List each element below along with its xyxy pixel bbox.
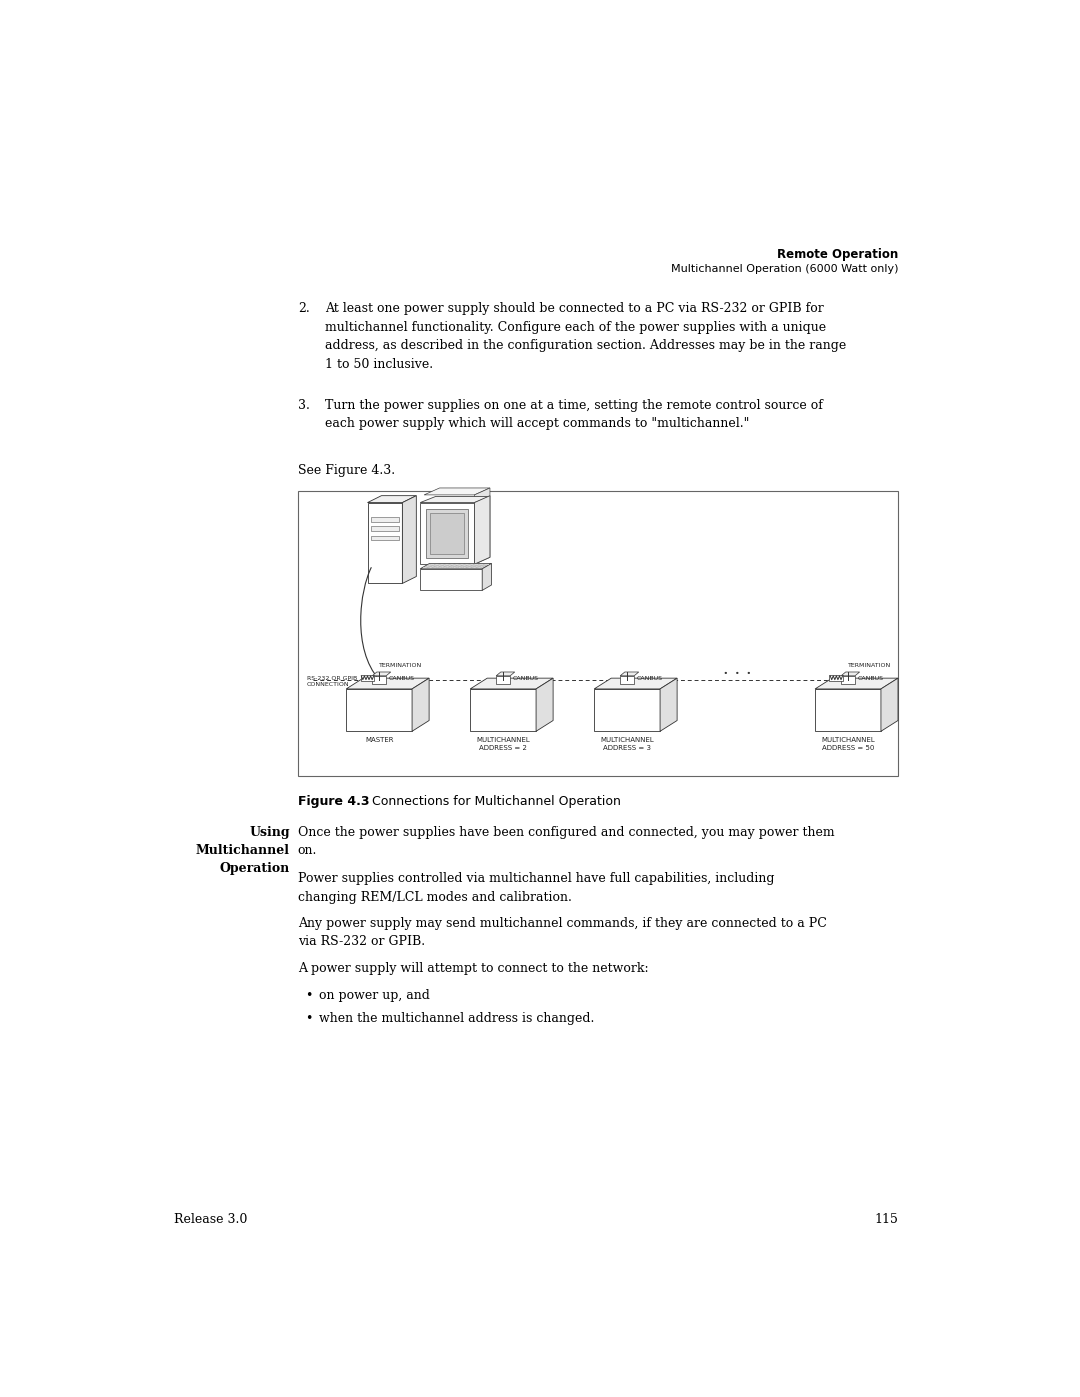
Text: Power supplies controlled via multichannel have full capabilities, including
cha: Power supplies controlled via multichann… bbox=[298, 872, 774, 904]
Text: RS-232 OR GPIB
CONNECTION: RS-232 OR GPIB CONNECTION bbox=[307, 676, 357, 687]
Polygon shape bbox=[470, 689, 536, 731]
Text: on power up, and: on power up, and bbox=[320, 989, 430, 1002]
Polygon shape bbox=[367, 496, 416, 503]
Text: A power supply will attempt to connect to the network:: A power supply will attempt to connect t… bbox=[298, 961, 648, 975]
Text: •: • bbox=[306, 1013, 313, 1025]
Text: Figure 4.3: Figure 4.3 bbox=[298, 795, 369, 809]
Text: MULTICHANNEL
ADDRESS = 3: MULTICHANNEL ADDRESS = 3 bbox=[600, 738, 654, 752]
Text: See Figure 4.3.: See Figure 4.3. bbox=[298, 464, 395, 478]
Polygon shape bbox=[430, 513, 464, 555]
Polygon shape bbox=[660, 678, 677, 731]
Text: Connections for Multichannel Operation: Connections for Multichannel Operation bbox=[364, 795, 621, 809]
Polygon shape bbox=[881, 678, 897, 731]
Polygon shape bbox=[420, 563, 491, 569]
Text: At least one power supply should be connected to a PC via RS-232 or GPIB for
mul: At least one power supply should be conn… bbox=[325, 302, 846, 370]
Polygon shape bbox=[594, 678, 677, 689]
Polygon shape bbox=[347, 678, 429, 689]
Text: TERMINATION: TERMINATION bbox=[379, 664, 422, 668]
Polygon shape bbox=[841, 676, 855, 683]
Polygon shape bbox=[403, 496, 416, 584]
Text: CANBUS: CANBUS bbox=[858, 676, 883, 680]
Text: MULTICHANNEL
ADDRESS = 50: MULTICHANNEL ADDRESS = 50 bbox=[821, 738, 875, 752]
Polygon shape bbox=[420, 569, 482, 591]
Polygon shape bbox=[420, 503, 474, 564]
Polygon shape bbox=[373, 672, 391, 676]
Polygon shape bbox=[424, 488, 490, 495]
Polygon shape bbox=[367, 503, 403, 584]
Polygon shape bbox=[620, 672, 638, 676]
Text: Multichannel Operation (6000 Watt only): Multichannel Operation (6000 Watt only) bbox=[671, 264, 899, 274]
Text: Turn the power supplies on one at a time, setting the remote control source of
e: Turn the power supplies on one at a time… bbox=[325, 398, 823, 430]
Text: •: • bbox=[306, 989, 313, 1002]
Text: CANBUS: CANBUS bbox=[389, 676, 415, 680]
Polygon shape bbox=[594, 689, 660, 731]
Polygon shape bbox=[427, 509, 469, 557]
Polygon shape bbox=[620, 676, 634, 683]
Polygon shape bbox=[420, 496, 490, 503]
Text: 115: 115 bbox=[875, 1213, 899, 1225]
Polygon shape bbox=[373, 676, 387, 683]
Bar bbox=[298, 490, 899, 775]
Text: Release 3.0: Release 3.0 bbox=[174, 1213, 247, 1225]
Bar bbox=[372, 517, 399, 522]
Polygon shape bbox=[815, 678, 897, 689]
Polygon shape bbox=[474, 496, 490, 564]
Polygon shape bbox=[347, 689, 413, 731]
Text: CANBUS: CANBUS bbox=[636, 676, 662, 680]
Text: CANBUS: CANBUS bbox=[512, 676, 539, 680]
Text: MULTICHANNEL
ADDRESS = 2: MULTICHANNEL ADDRESS = 2 bbox=[476, 738, 530, 752]
Text: TERMINATION: TERMINATION bbox=[848, 664, 891, 668]
Polygon shape bbox=[413, 678, 429, 731]
Bar bbox=[361, 675, 375, 680]
Polygon shape bbox=[474, 488, 490, 564]
Text: · · ·: · · · bbox=[724, 665, 752, 683]
Polygon shape bbox=[841, 672, 860, 676]
Text: Any power supply may send multichannel commands, if they are connected to a PC
v: Any power supply may send multichannel c… bbox=[298, 916, 826, 949]
Polygon shape bbox=[536, 678, 553, 731]
Polygon shape bbox=[496, 676, 510, 683]
Text: 3.: 3. bbox=[298, 398, 310, 412]
Text: MASTER: MASTER bbox=[365, 738, 393, 743]
Polygon shape bbox=[482, 563, 491, 591]
Text: Remote Operation: Remote Operation bbox=[778, 249, 899, 261]
Polygon shape bbox=[815, 689, 881, 731]
Polygon shape bbox=[496, 672, 515, 676]
Text: 2.: 2. bbox=[298, 302, 310, 316]
Text: Once the power supplies have been configured and connected, you may power them
o: Once the power supplies have been config… bbox=[298, 826, 835, 858]
Bar bbox=[372, 535, 399, 541]
Bar bbox=[372, 527, 399, 531]
Text: Using
Multichannel
Operation: Using Multichannel Operation bbox=[195, 826, 291, 875]
Text: when the multichannel address is changed.: when the multichannel address is changed… bbox=[320, 1013, 595, 1025]
Polygon shape bbox=[470, 678, 553, 689]
Bar bbox=[829, 675, 843, 680]
